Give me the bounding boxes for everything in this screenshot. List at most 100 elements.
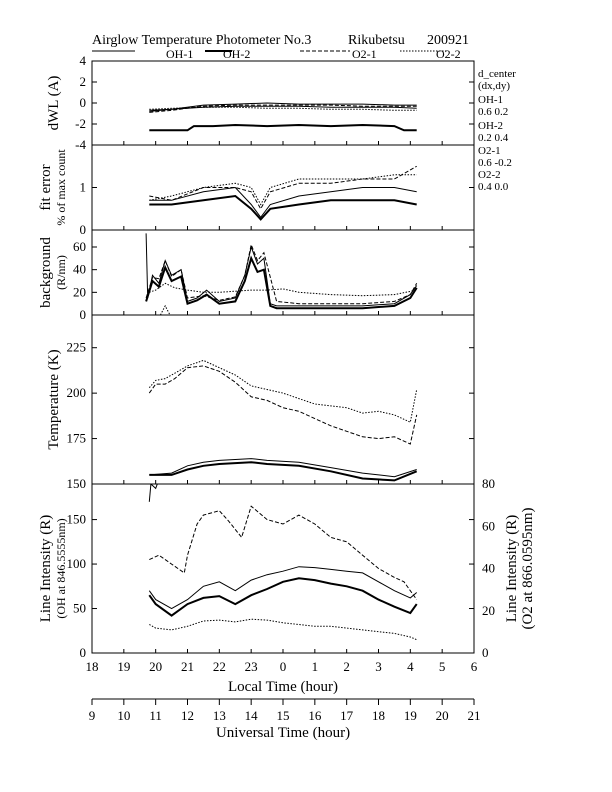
x-axis-title: Local Time (hour) — [228, 679, 338, 695]
y-axis-label: Temperature (K) — [46, 349, 62, 449]
side-text-line: OH-1 — [478, 94, 503, 106]
y-axis-label: Line Intensity (R) — [38, 515, 54, 622]
y2-tick-label: 60 — [482, 518, 495, 533]
side-text-line: O2-2 — [478, 169, 501, 181]
panel-frame — [91, 60, 475, 146]
y-tick-label: 0 — [80, 645, 87, 660]
y2-tick-label: 20 — [482, 603, 495, 618]
ut-tick-label: 12 — [181, 708, 194, 723]
y-tick-label: 4 — [80, 53, 87, 68]
series-line-4 — [148, 484, 166, 502]
series-line-1 — [149, 194, 417, 221]
y-tick-label: 200 — [67, 385, 87, 400]
ut-tick-label: 15 — [277, 708, 290, 723]
y-tick-label: 150 — [67, 476, 87, 491]
legend-label: OH-2 — [223, 47, 250, 61]
x-tick-label: 2 — [343, 659, 350, 674]
ut-tick-label: 17 — [340, 708, 354, 723]
y-tick-label: 50 — [73, 601, 86, 616]
y-tick-label: 20 — [73, 284, 86, 299]
side-text-line: OH-2 — [478, 120, 503, 132]
x-tick-label: 20 — [149, 659, 162, 674]
x-tick-label: 1 — [312, 659, 319, 674]
panel-temperature: 225 200 175 150 Temperature (K) — [46, 314, 475, 491]
side-text-line: 0.6 0.2 — [478, 106, 508, 118]
panel-frame — [91, 314, 475, 485]
x-tick-label: 6 — [471, 659, 478, 674]
y-axis-label: (R/nm) — [54, 255, 68, 290]
series-line-4 — [159, 304, 171, 315]
x-tick-label: 5 — [439, 659, 446, 674]
figure-header: Airglow Temperature Photometer No.3 Riku… — [92, 33, 469, 48]
ut-tick-label: 16 — [308, 708, 322, 723]
y-tick-label: 0 — [80, 307, 87, 322]
series-line-2 — [145, 242, 418, 305]
panel-frame — [91, 144, 475, 231]
series-line-2 — [149, 104, 417, 113]
center-offset-notes: d_center(dx,dy)OH-10.6 0.2OH-20.2 0.4O2-… — [478, 68, 516, 193]
panel-fit_error: 1 0 fit error% of max count — [38, 144, 475, 237]
y2-tick-label: 80 — [482, 476, 495, 491]
y-tick-label: -4 — [75, 137, 86, 152]
series-line-3 — [149, 461, 418, 482]
station-name: Rikubetsu — [348, 33, 405, 48]
series-line-3 — [149, 282, 417, 297]
side-text-line: O2-1 — [478, 145, 501, 157]
legend: OH-1 OH-2 O2-1 O2-2 — [92, 47, 461, 61]
y-tick-label: 0 — [80, 222, 87, 237]
side-text-line: (dx,dy) — [478, 80, 510, 92]
series-line-0 — [149, 186, 417, 219]
y2-tick-label: 0 — [482, 645, 489, 660]
series-line-1 — [148, 359, 418, 423]
ut-tick-label: 18 — [372, 708, 385, 723]
ut-tick-label: 13 — [213, 708, 226, 723]
series-line-1 — [145, 255, 418, 310]
legend-label: O2-2 — [436, 47, 461, 61]
y2-tick-label: 40 — [482, 561, 495, 576]
y2-axis-label: Line Intensity (R) — [504, 515, 520, 622]
series-line-2 — [149, 458, 417, 478]
panel-dwl: 4 2 0 -2 -4 dWL (A) — [46, 53, 475, 152]
series-line-3 — [149, 106, 417, 111]
ut-tick-label: 11 — [149, 708, 162, 723]
y-axis-label: % of max count — [54, 149, 68, 226]
x-tick-label: 23 — [245, 659, 258, 674]
side-text-line: 0.4 0.0 — [478, 181, 509, 193]
ut-tick-label: 21 — [468, 708, 481, 723]
universal-time-axis: 9 10 11 12 13 14 15 16 17 18 19 20 21 Universal Time … — [89, 698, 481, 741]
panel-background: 60 40 20 0 background (R/nm) — [38, 229, 475, 322]
series-line-0 — [148, 365, 418, 445]
y-tick-label: -2 — [75, 116, 86, 131]
y-tick-label: 150 — [67, 512, 87, 527]
panel-frame — [91, 229, 475, 316]
y-axis-label: background — [38, 237, 54, 308]
series-line-0 — [149, 505, 418, 600]
x-tick-label: 18 — [86, 659, 99, 674]
y-tick-label: 60 — [73, 239, 86, 254]
legend-label: O2-1 — [352, 47, 377, 61]
figure-title: Airglow Temperature Photometer No.3 — [92, 33, 311, 48]
y-tick-label: 100 — [67, 556, 87, 571]
side-text-line: 0.6 -0.2 — [478, 157, 512, 169]
side-text-line: 0.2 0.4 — [478, 132, 509, 144]
series-line-3 — [149, 618, 417, 641]
ut-tick-label: 20 — [436, 708, 449, 723]
ut-axis-title: Universal Time (hour) — [216, 725, 350, 741]
series-line-0 — [149, 102, 417, 111]
y-tick-label: 0 — [80, 95, 87, 110]
series-line-1 — [148, 566, 418, 610]
y-axis-label: (OH at 846.5555nm) — [54, 518, 68, 618]
x-tick-label: 3 — [375, 659, 382, 674]
legend-label: OH-1 — [166, 47, 193, 61]
series-line-2 — [149, 165, 417, 210]
y-tick-label: 1 — [80, 180, 87, 195]
series-line-2 — [148, 577, 418, 617]
ut-tick-label: 9 — [89, 708, 96, 723]
series-line-4 — [149, 123, 417, 132]
x-tick-label: 4 — [407, 659, 414, 674]
y-axis-label: dWL (A) — [46, 76, 62, 131]
y2-axis-label: (O2 at 866.0595nm) — [520, 507, 536, 629]
